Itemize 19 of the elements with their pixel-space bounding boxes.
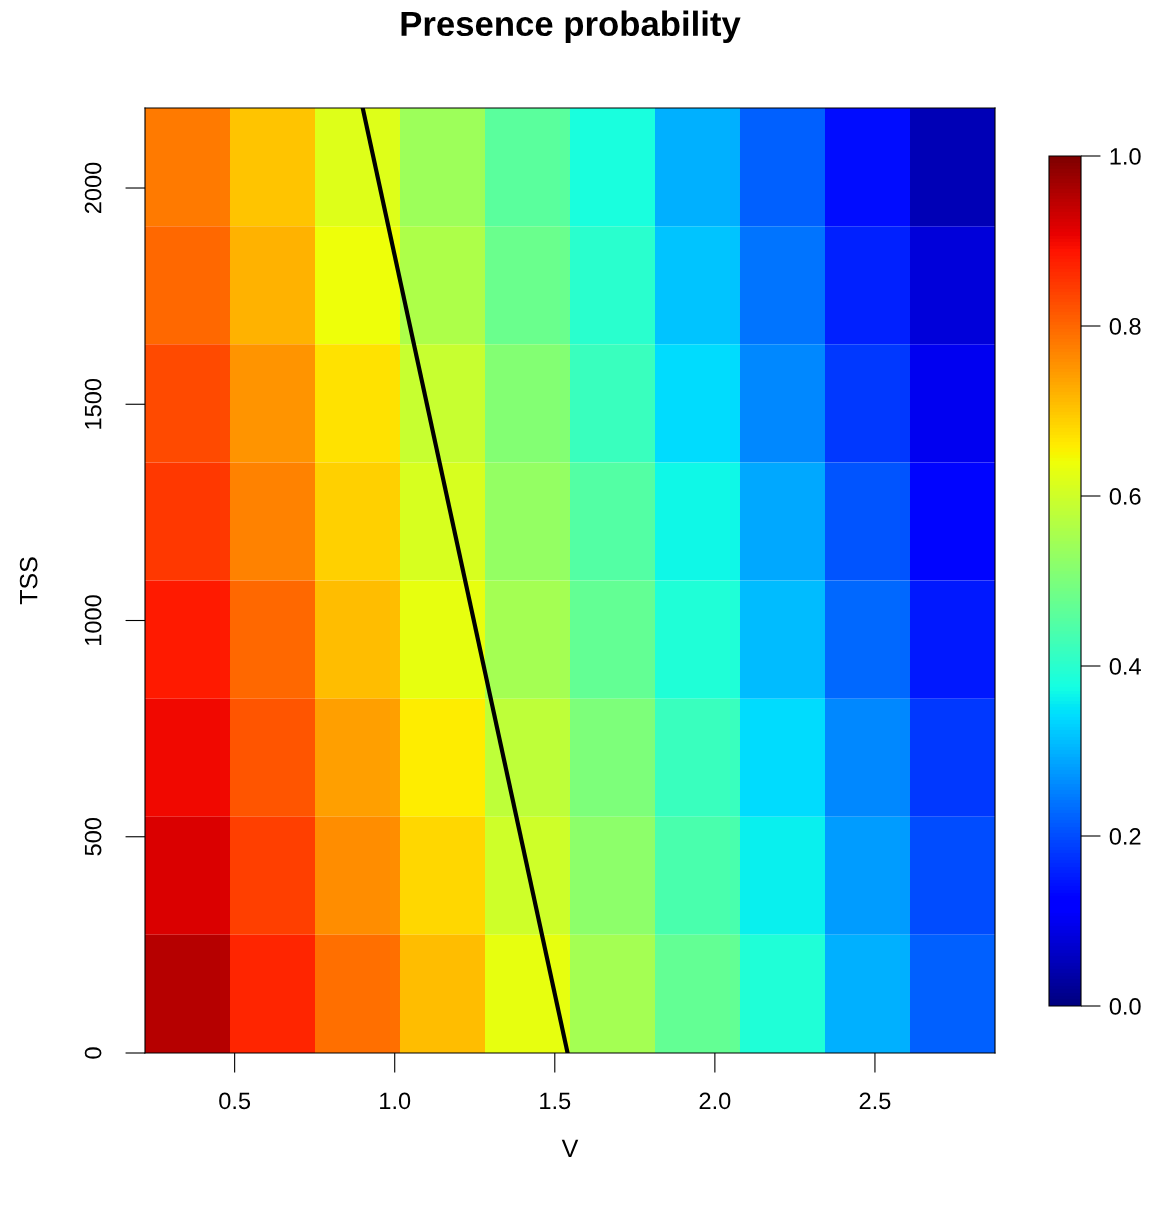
x-tick-label: 2.0	[699, 1092, 731, 1110]
color-bar-label: 0.2	[1109, 828, 1141, 845]
x-tick-label: 0.5	[219, 1092, 251, 1110]
x-tick-label: 2.5	[859, 1092, 891, 1110]
chart-title: Presence probability	[401, 10, 741, 43]
x-tick-label: 1.0	[380, 1092, 411, 1110]
color-bar-label: 0.0	[1109, 998, 1141, 1015]
x-tick-label: 1.5	[540, 1092, 571, 1110]
y-tick-label: 2000	[84, 162, 102, 214]
y-tick-label: 0	[84, 1047, 102, 1059]
y-tick-label: 500	[84, 817, 102, 856]
color-bar-label: 0.6	[1109, 488, 1141, 505]
color-bar-label: 0.8	[1109, 318, 1141, 335]
color-bar-label: 1.0	[1110, 148, 1141, 165]
x-axis-title: V	[561, 1139, 579, 1158]
y-tick-label: 1000	[84, 595, 102, 645]
color-bar-label: 0.4	[1109, 658, 1141, 675]
y-axis-title: TSS	[19, 557, 38, 605]
y-tick-label: 1500	[84, 378, 102, 429]
